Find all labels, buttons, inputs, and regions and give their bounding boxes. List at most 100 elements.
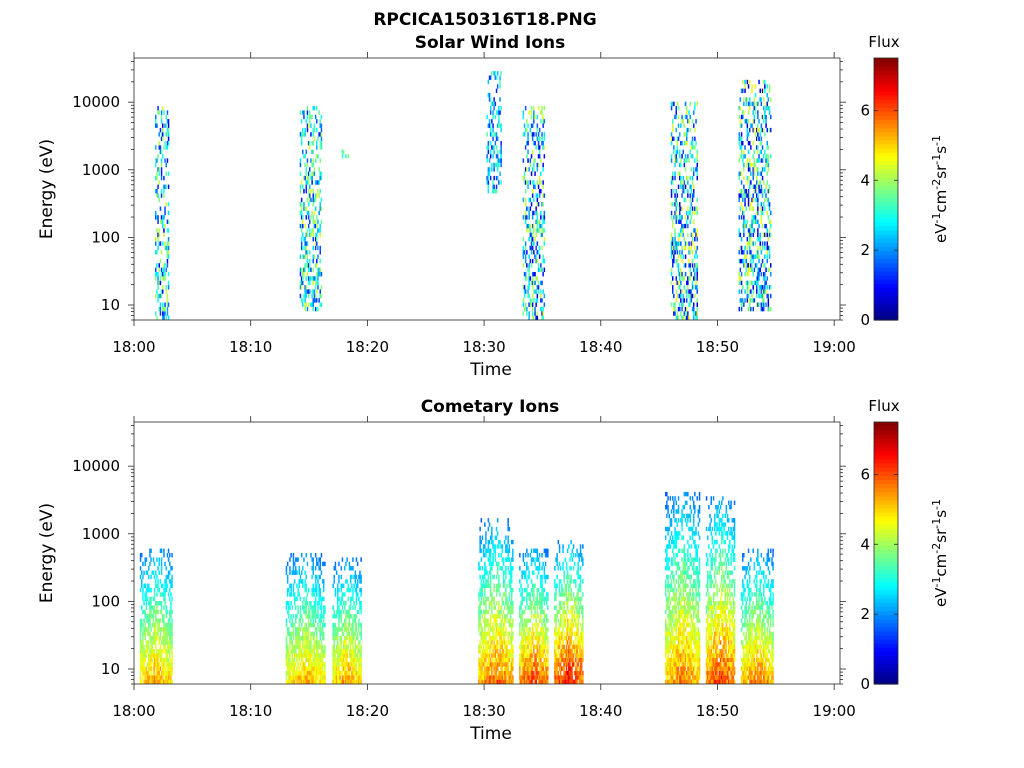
flux-cell <box>536 258 539 264</box>
flux-cell <box>352 662 354 667</box>
flux-cell <box>314 293 317 299</box>
flux-cell <box>749 193 751 198</box>
flux-cell <box>508 592 511 597</box>
flux-cell <box>538 228 541 233</box>
flux-cell <box>158 618 160 623</box>
flux-cell <box>321 596 324 602</box>
flux-cell <box>307 627 310 632</box>
flux-cell <box>486 662 488 667</box>
flux-cell <box>500 123 502 128</box>
flux-cell <box>288 605 290 610</box>
flux-cell <box>348 636 351 641</box>
flux-cell <box>309 289 311 294</box>
flux-cell <box>297 644 299 650</box>
flux-cell <box>740 215 743 220</box>
flux-cell <box>496 84 499 89</box>
flux-cell <box>535 644 537 650</box>
flux-cell <box>319 267 321 272</box>
flux-cell <box>491 566 493 571</box>
flux-cell <box>521 675 523 680</box>
flux-cell <box>506 614 508 619</box>
flux-cell <box>311 293 313 299</box>
flux-cell <box>149 649 151 654</box>
flux-cell <box>758 184 760 189</box>
flux-cell <box>312 631 314 636</box>
flux-cell <box>746 280 749 286</box>
flux-cell <box>528 653 530 658</box>
flux-cell <box>522 302 525 307</box>
flux-cell <box>677 306 680 312</box>
flux-cell <box>690 141 693 146</box>
flux-cell <box>530 298 533 303</box>
flux-cell <box>318 267 320 272</box>
flux-cell <box>163 306 165 312</box>
flux-cell <box>527 618 529 623</box>
flux-cell <box>157 649 159 654</box>
flux-cell <box>478 627 480 632</box>
flux-cell <box>318 670 320 676</box>
flux-cell <box>162 315 164 320</box>
flux-cell <box>482 596 485 602</box>
flux-cell <box>500 644 502 650</box>
flux-cell <box>349 579 352 584</box>
flux-cell <box>493 189 495 194</box>
flux-cell <box>339 657 341 663</box>
flux-cell <box>332 583 334 588</box>
flux-cell <box>540 592 542 597</box>
flux-cell <box>763 232 765 238</box>
colorbar-step <box>874 287 898 292</box>
flux-cell <box>142 670 144 676</box>
flux-cell <box>533 280 535 286</box>
flux-cell <box>683 197 686 203</box>
flux-cell <box>536 596 539 602</box>
flux-cell <box>144 596 146 602</box>
flux-cell <box>141 622 143 628</box>
flux-cell <box>679 149 681 155</box>
flux-cell <box>764 280 766 286</box>
flux-cell <box>314 566 317 571</box>
flux-cell <box>297 592 299 597</box>
flux-cell <box>491 662 493 667</box>
flux-cell <box>302 245 304 251</box>
flux-cell <box>506 657 508 663</box>
flux-cell <box>523 272 526 277</box>
flux-cell <box>160 570 163 575</box>
flux-cell <box>353 636 355 641</box>
flux-cell <box>530 662 533 667</box>
flux-cell <box>171 644 173 650</box>
flux-cell <box>750 145 752 150</box>
flux-cell <box>344 601 346 606</box>
flux-cell <box>544 636 547 641</box>
flux-cell <box>318 592 320 597</box>
flux-cell <box>752 110 754 115</box>
flux-cell <box>313 171 316 176</box>
flux-cell <box>341 622 344 628</box>
flux-cell <box>306 114 309 120</box>
flux-cell <box>146 596 149 602</box>
flux-cell <box>751 254 753 259</box>
flux-cell <box>530 631 533 636</box>
flux-cell <box>305 636 307 641</box>
flux-cell <box>691 232 694 238</box>
flux-cell <box>527 636 529 641</box>
flux-cell <box>314 298 317 303</box>
flux-cell <box>317 622 319 628</box>
flux-cell <box>309 263 311 268</box>
flux-cell <box>289 670 291 676</box>
flux-cell <box>670 189 673 194</box>
flux-cell <box>353 653 355 658</box>
flux-cell <box>675 245 677 251</box>
flux-cell <box>555 662 557 667</box>
flux-cell <box>297 609 299 615</box>
flux-cell <box>545 636 548 641</box>
flux-cell <box>349 662 352 667</box>
flux-cell <box>480 653 483 658</box>
flux-cell <box>675 197 677 203</box>
flux-cell <box>528 285 530 290</box>
flux-cell <box>157 272 159 277</box>
flux-cell <box>761 193 764 198</box>
flux-cell <box>348 649 351 654</box>
flux-cell <box>332 675 334 680</box>
flux-cell <box>304 627 306 632</box>
flux-cell <box>676 241 679 246</box>
